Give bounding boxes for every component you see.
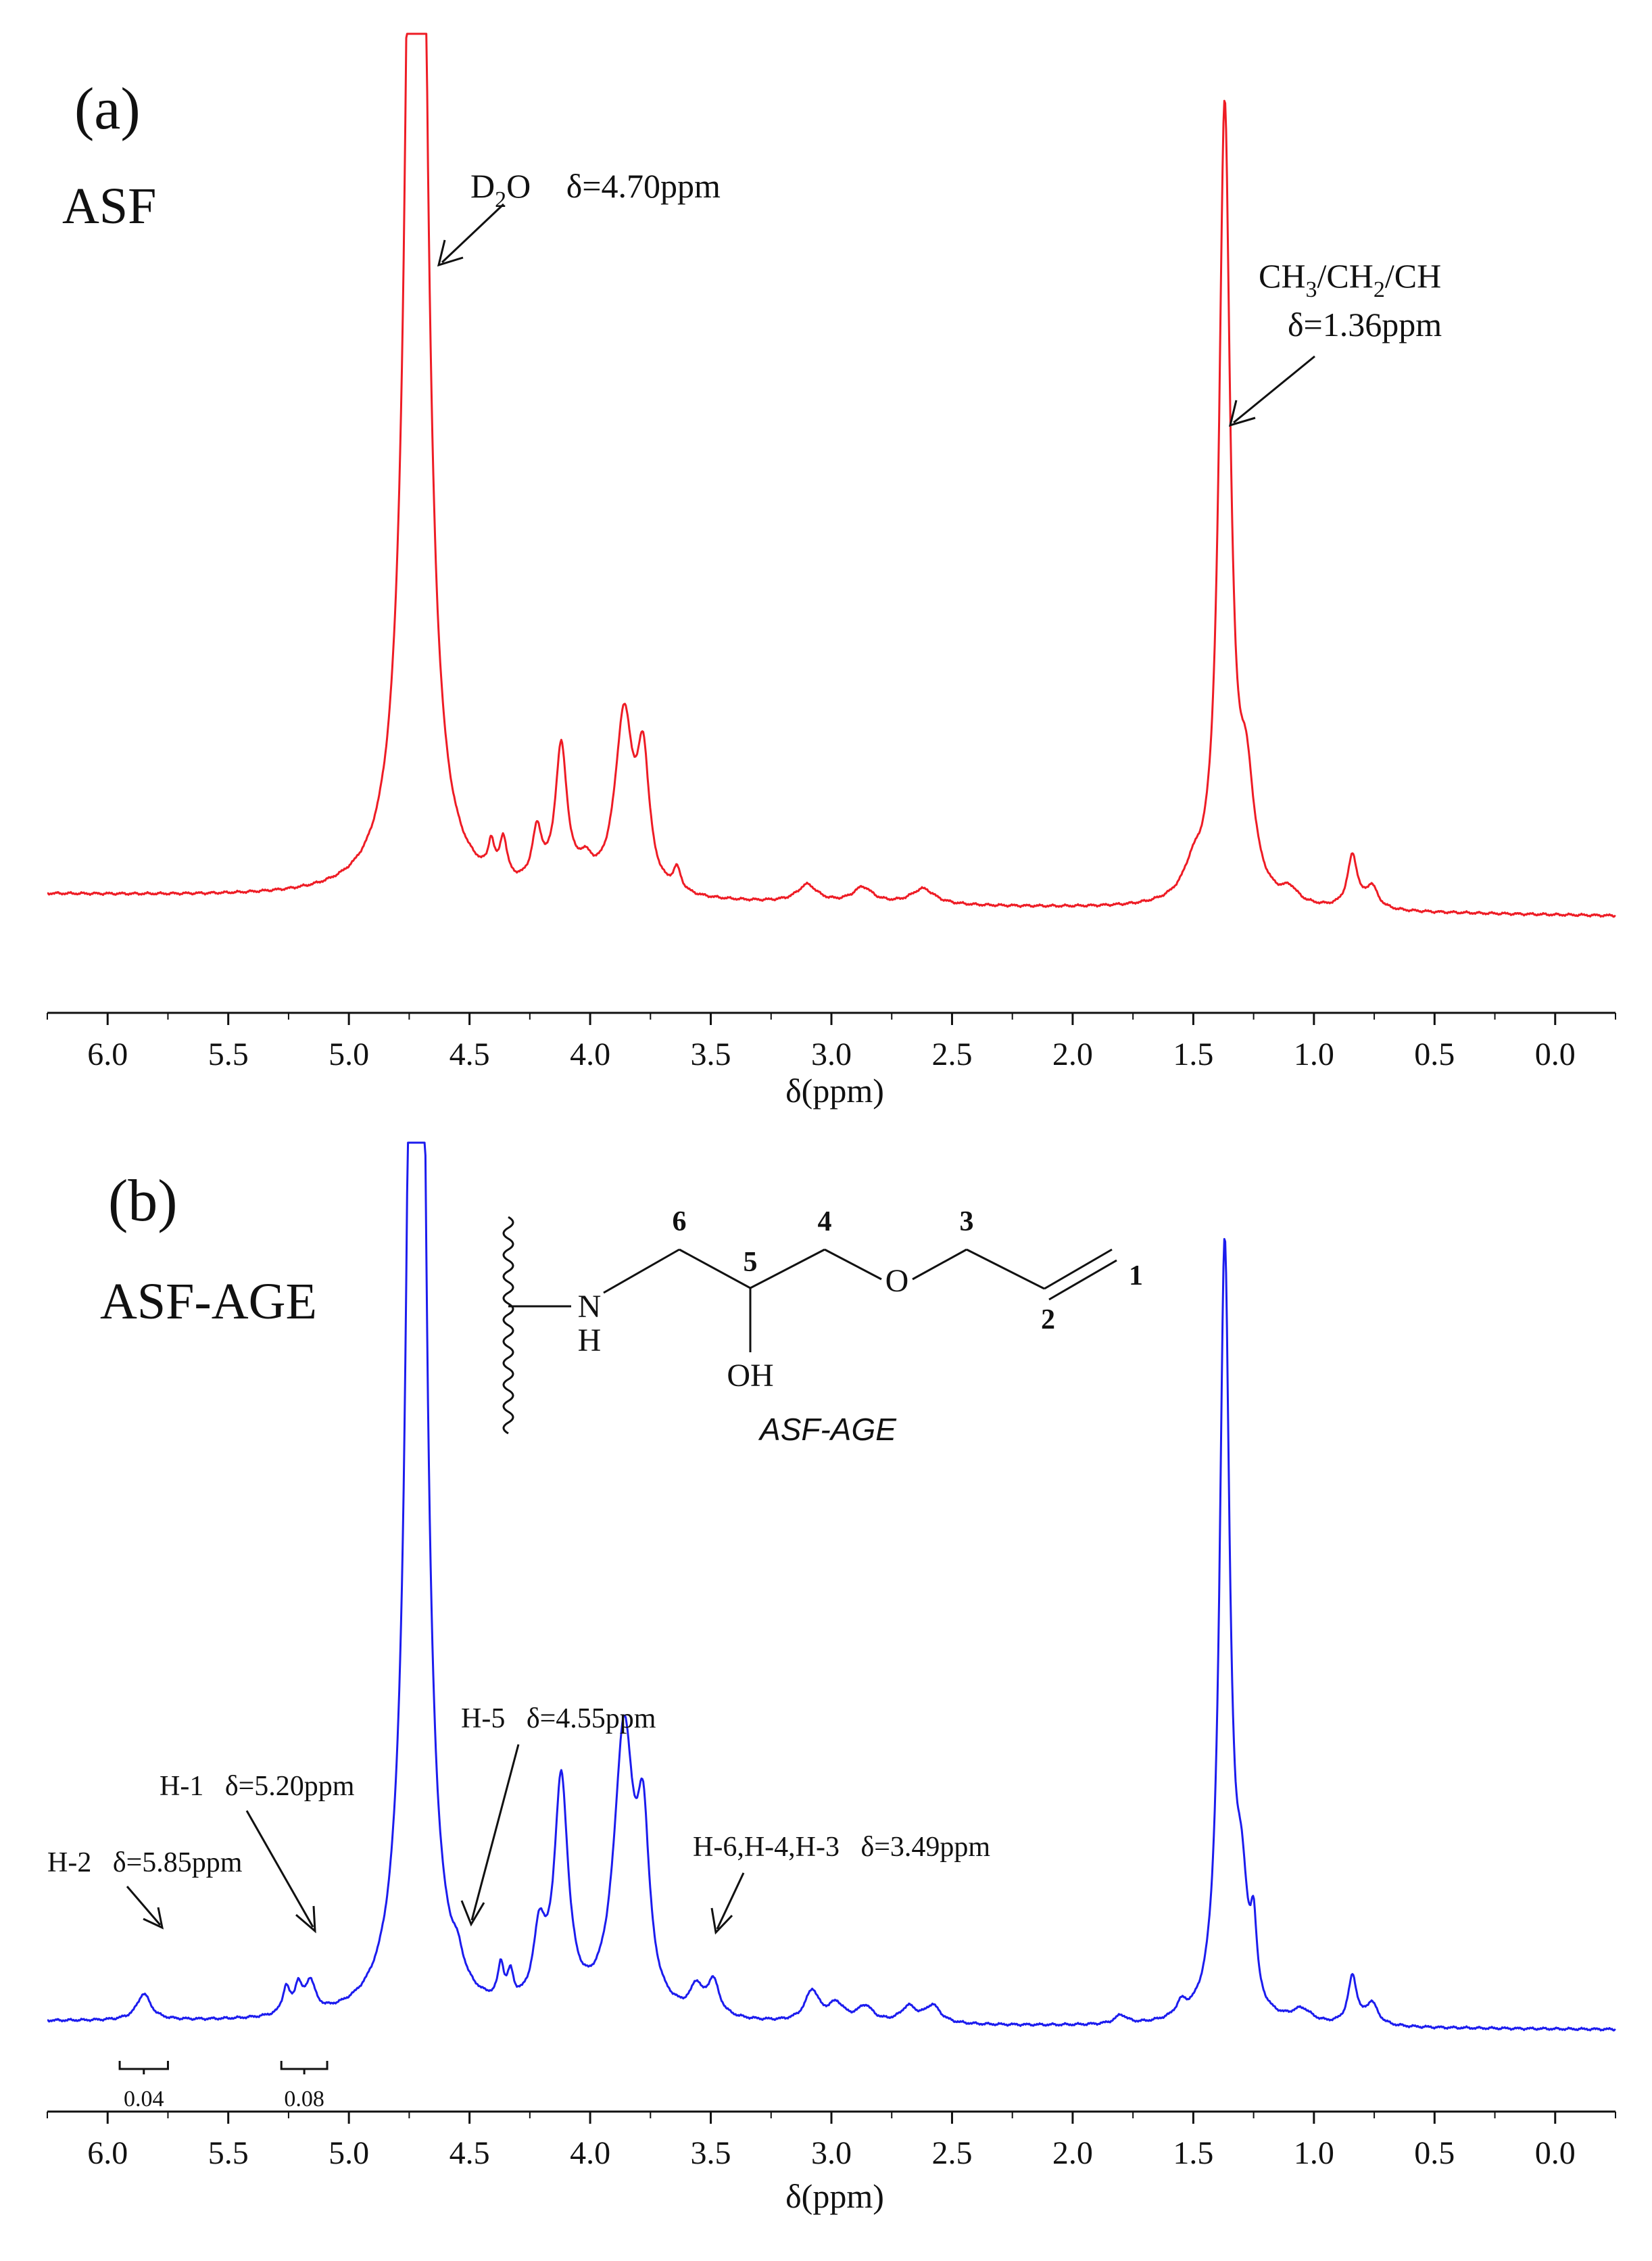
svg-text:D2O δ=4.70ppm: D2O δ=4.70ppm xyxy=(470,167,721,212)
x-tick-label: 4.5 xyxy=(450,2135,490,2171)
panel-b-x-ticks: 6.0 5.5 5.0 4.5 4.0 3.5 3.0 2.5 2.0 1.5 1.0 0.5 0.0 xyxy=(47,2112,1616,2171)
svg-text:H-2 δ=5.85ppm: H-2 δ=5.85ppm xyxy=(47,1847,243,1878)
annotation-h2: H-2 δ=5.85ppm xyxy=(47,1847,243,1930)
svg-text:H-1 δ=5.20ppm: H-1 δ=5.20ppm xyxy=(160,1771,355,1802)
x-tick-label: 2.5 xyxy=(931,2135,972,2171)
panel-b-sample-label: ASF-AGE xyxy=(100,1273,317,1330)
panel-a-x-ticks: 6.0 5.5 5.0 4.5 4.0 3.5 3.0 2.5 2.0 1.5 1.0 0.5 0.0 xyxy=(47,1013,1616,1072)
x-tick-label: 3.0 xyxy=(811,1037,852,1072)
svg-text:δ=1.36ppm: δ=1.36ppm xyxy=(1288,306,1442,343)
annotation-h6-h4-h3: H-6,H-4,H-3 δ=3.49ppm xyxy=(693,1832,990,1935)
x-tick-label: 1.5 xyxy=(1173,2135,1213,2171)
x-tick-label: 3.5 xyxy=(691,2135,731,2171)
svg-text:H-5 δ=4.55ppm: H-5 δ=4.55ppm xyxy=(461,1703,656,1734)
x-tick-label: 2.5 xyxy=(931,1037,972,1072)
asf-age-structure-labels: N H O OH 1 2 3 4 5 6 ASF-AGE xyxy=(578,1206,1143,1447)
integral-bracket xyxy=(280,2061,329,2070)
svg-text:CH3/CH2/CH: CH3/CH2/CH xyxy=(1259,257,1441,302)
x-tick-label: 0.5 xyxy=(1414,1037,1455,1072)
panel-a-spectrum-line xyxy=(47,32,1616,918)
x-tick-label: 1.5 xyxy=(1173,1037,1213,1072)
x-tick-label: 4.5 xyxy=(450,1037,490,1072)
x-tick-label: 5.5 xyxy=(208,1037,249,1072)
annotation-ch3-ch2-ch: CH3/CH2/CH δ=1.36ppm xyxy=(1228,257,1442,427)
x-tick-label: 2.0 xyxy=(1052,1037,1093,1072)
panel-b-spectrum-line xyxy=(47,1141,1616,2032)
x-tick-label: 5.0 xyxy=(329,2135,369,2171)
x-tick-label: 1.0 xyxy=(1294,2135,1334,2171)
position-4: 4 xyxy=(818,1206,832,1237)
position-1: 1 xyxy=(1129,1260,1143,1291)
position-6: 6 xyxy=(673,1206,687,1237)
integral-bracket xyxy=(118,2061,169,2070)
panel-b-asf-age-spectrum: (b) ASF-AGE 6.0 5.5 5.0 4.5 4.0 3.5 3.0 2.5 2.0 1… xyxy=(47,1141,1616,2215)
x-tick-label: 0.0 xyxy=(1535,1037,1576,1072)
asf-age-structure xyxy=(502,1216,1117,1435)
x-tick-label: 1.0 xyxy=(1294,1037,1334,1072)
atom-nh: H xyxy=(578,1323,602,1358)
x-tick-label: 3.5 xyxy=(691,1037,731,1072)
x-tick-label: 0.5 xyxy=(1414,2135,1455,2171)
x-tick-label: 6.0 xyxy=(87,2135,128,2171)
position-2: 2 xyxy=(1041,1304,1055,1335)
position-5: 5 xyxy=(744,1247,758,1278)
x-tick-label: 6.0 xyxy=(87,1037,128,1072)
svg-text:H-6,H-4,H-3 δ=3.49ppm: H-6,H-4,H-3 δ=3.49ppm xyxy=(693,1832,990,1863)
x-tick-label: 4.0 xyxy=(570,2135,610,2171)
panel-b-label: (b) xyxy=(108,1168,178,1234)
x-tick-label: 4.0 xyxy=(570,1037,610,1072)
panel-b-x-axis-label: δ(ppm) xyxy=(785,2177,884,2215)
atom-n: N xyxy=(578,1289,602,1325)
annotation-h1: H-1 δ=5.20ppm xyxy=(160,1771,355,1934)
structure-name: ASF-AGE xyxy=(758,1412,897,1447)
x-tick-label: 2.0 xyxy=(1052,2135,1093,2171)
integral-value: 0.08 xyxy=(284,2087,324,2112)
annotation-h5: H-5 δ=4.55ppm xyxy=(460,1703,656,1927)
panel-b-integrals: 0.04 0.08 xyxy=(118,2061,329,2112)
panel-a-x-axis-label: δ(ppm) xyxy=(785,1072,884,1110)
polymer-wavy-bond xyxy=(502,1216,514,1435)
annotation-d2o: D2O δ=4.70ppm xyxy=(437,167,721,267)
panel-a-label: (a) xyxy=(74,76,141,142)
integral-value: 0.04 xyxy=(124,2087,164,2112)
panel-a-sample-label: ASF xyxy=(62,178,156,235)
x-tick-label: 5.0 xyxy=(329,1037,369,1072)
x-tick-label: 3.0 xyxy=(811,2135,852,2171)
panel-a-asf-spectrum: (a) ASF 6.0 5.5 5.0 4.5 4.0 3.5 3.0 2.5 2.0 1.5 1.… xyxy=(47,32,1616,1110)
position-3: 3 xyxy=(960,1206,974,1237)
x-tick-label: 0.0 xyxy=(1535,2135,1576,2171)
x-tick-label: 5.5 xyxy=(208,2135,249,2171)
atom-oh: OH xyxy=(727,1358,773,1394)
atom-o: O xyxy=(885,1263,909,1299)
